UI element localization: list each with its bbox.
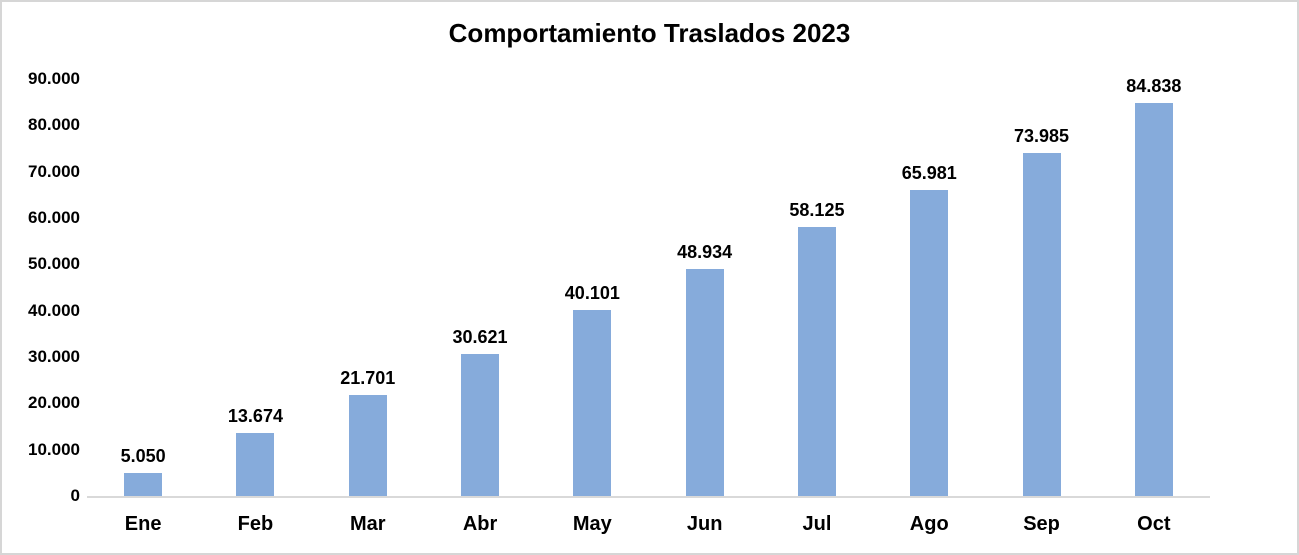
y-tick-label: 70.000	[28, 161, 80, 181]
x-tick-label-ene: Ene	[124, 513, 162, 535]
bar-value-label: 84.838	[1126, 76, 1182, 96]
x-tick-label-jul: Jul	[802, 513, 832, 535]
x-tick-label-may: May	[572, 513, 612, 535]
bar-jul	[797, 227, 836, 496]
y-tick-label: 10.000	[28, 439, 80, 459]
x-axis-line	[87, 496, 1210, 498]
y-tick-label: 80.000	[28, 115, 80, 135]
chart-title: Comportamiento Traslados 2023	[448, 18, 851, 48]
bar-feb	[236, 433, 275, 496]
y-tick-label: 50.000	[28, 254, 80, 274]
bar-value-label: 21.701	[340, 368, 396, 388]
bar-jun	[685, 269, 724, 496]
bar-may	[573, 310, 612, 496]
bar-value-label: 5.050	[120, 446, 166, 466]
x-tick-label-jun: Jun	[686, 513, 723, 535]
x-tick-label-feb: Feb	[237, 513, 274, 535]
x-tick-label-sep: Sep	[1023, 513, 1060, 535]
bar-value-label: 13.674	[227, 406, 283, 426]
x-tick-label-mar: Mar	[349, 513, 386, 535]
y-tick-label: 20.000	[28, 393, 80, 413]
bar-ene	[124, 473, 163, 496]
bar-value-label: 48.934	[677, 242, 733, 262]
y-tick-label: 30.000	[28, 347, 80, 366]
plot-area: 5.050 13.674 21.701 30.621 40.101 48.934 58.12…	[87, 76, 1210, 496]
bar-value-label: 30.621	[452, 327, 508, 347]
y-tick-label: 0	[70, 486, 80, 505]
bar-value-label: 40.101	[564, 283, 620, 303]
y-tick-label: 40.000	[28, 300, 80, 320]
bar-value-label: 65.981	[901, 163, 957, 183]
bar-value-label: 58.125	[789, 200, 845, 220]
bar-oct	[1134, 103, 1173, 496]
y-tick-label: 90.000	[28, 69, 80, 88]
bar-ago	[910, 190, 949, 496]
x-tick-label-oct: Oct	[1137, 513, 1171, 535]
bar-mar	[348, 395, 387, 496]
bar-abr	[461, 354, 500, 496]
y-tick-label: 60.000	[28, 208, 80, 227]
x-tick-label-abr: Abr	[462, 513, 498, 535]
x-tick-label-ago: Ago	[909, 513, 949, 535]
bar-sep	[1022, 153, 1061, 496]
bar-value-label: 73.985	[1014, 126, 1070, 146]
